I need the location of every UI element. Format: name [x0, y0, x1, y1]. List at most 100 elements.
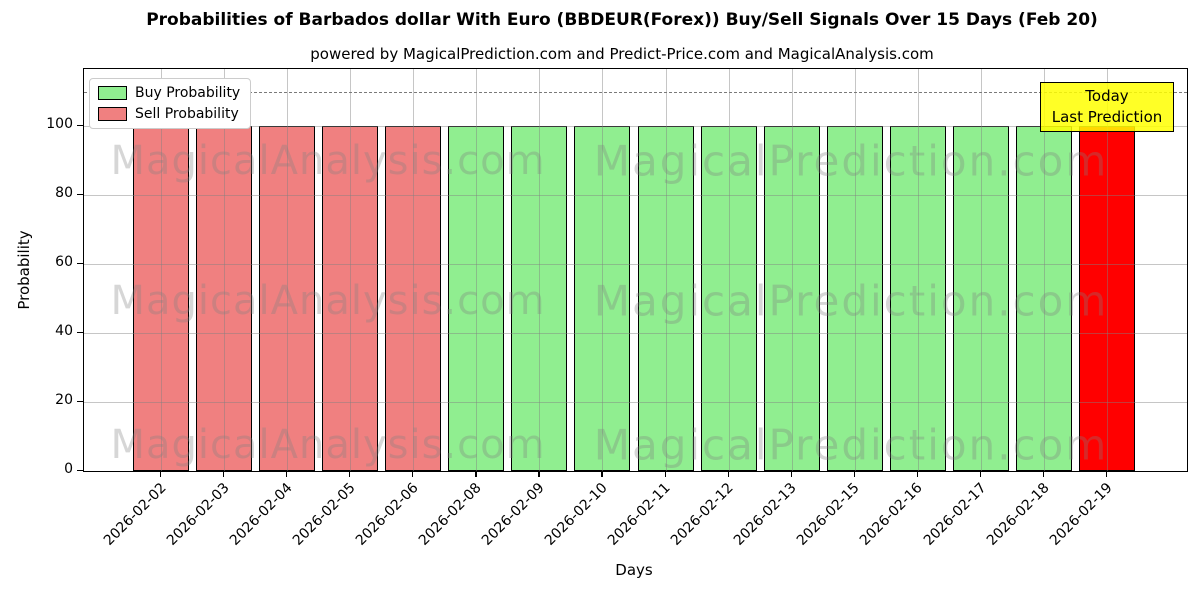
x-axis-tick	[160, 471, 162, 477]
x-axis-tick	[979, 471, 982, 477]
x-tick-label: 2026-02-08	[415, 480, 485, 549]
horizontal-gridline	[84, 195, 1187, 197]
x-axis-tick	[538, 471, 540, 477]
vertical-gridline	[287, 69, 289, 471]
today-annotation-line2: Last Prediction	[1051, 108, 1163, 126]
y-axis-tick	[77, 332, 83, 334]
vertical-gridline	[980, 69, 982, 471]
vertical-gridline	[917, 69, 919, 471]
y-tick-label: 20	[55, 392, 73, 409]
y-tick-label: 80	[55, 185, 73, 202]
x-axis-tick	[601, 471, 603, 477]
horizontal-gridline	[84, 402, 1187, 404]
x-tick-label: 2026-02-04	[226, 480, 296, 549]
x-axis-tick	[727, 471, 729, 477]
legend-label-buy: Buy Probability	[135, 85, 241, 101]
watermark-text: MagicalAnalysis.com	[110, 422, 546, 468]
bar-2026-02-05	[322, 126, 379, 471]
horizontal-gridline	[84, 264, 1187, 266]
y-tick-label: 100	[46, 116, 73, 133]
bar-2026-02-06	[385, 126, 442, 471]
x-axis-tick	[412, 471, 414, 477]
y-tick-label: 40	[55, 323, 73, 340]
watermark-text: MagicalPrediction.com	[593, 136, 1109, 186]
y-axis-tick	[77, 401, 83, 403]
x-tick-label: 2026-02-05	[289, 480, 359, 549]
chart-subtitle: powered by MagicalPrediction.com and Pre…	[310, 45, 934, 63]
x-tick-label: 2026-02-13	[731, 480, 800, 549]
x-tick-label: 2026-02-18	[983, 480, 1053, 549]
bar-2026-02-15	[826, 126, 883, 471]
bar-2026-02-04	[259, 126, 316, 471]
bar-2026-02-13	[763, 126, 820, 471]
x-tick-label: 2026-02-10	[541, 480, 611, 549]
y-axis-label: Probability	[15, 230, 33, 310]
x-axis-tick	[349, 471, 351, 477]
chart-title: Probabilities of Barbados dollar With Eu…	[146, 10, 1098, 30]
x-tick-label: 2026-02-19	[1046, 480, 1116, 549]
x-axis-tick	[790, 471, 792, 477]
bar-2026-02-03	[196, 126, 253, 471]
vertical-gridline	[476, 69, 478, 471]
x-tick-label: 2026-02-15	[794, 480, 864, 549]
bar-2026-02-16	[889, 126, 946, 471]
bar-2026-02-09	[511, 126, 568, 471]
x-axis-tick	[286, 471, 288, 477]
vertical-gridline	[224, 69, 226, 471]
legend-label-sell: Sell Probability	[135, 106, 239, 122]
x-axis-tick	[916, 471, 918, 477]
watermark-text: MagicalAnalysis.com	[110, 278, 546, 324]
y-axis-tick	[77, 263, 83, 265]
x-axis-tick	[1042, 471, 1045, 477]
buy-swatch-icon	[98, 86, 127, 100]
vertical-gridline	[602, 69, 604, 471]
x-axis-tick	[853, 471, 855, 477]
vertical-gridline	[791, 69, 793, 471]
x-axis-label: Days	[615, 561, 653, 579]
watermark-text: MagicalAnalysis.com	[110, 138, 546, 184]
vertical-gridline	[350, 69, 352, 471]
y-tick-label: 60	[55, 254, 73, 271]
horizontal-gridline	[84, 126, 1187, 128]
x-tick-label: 2026-02-17	[920, 480, 990, 549]
legend-item-sell: Sell Probability	[98, 106, 240, 122]
y-axis-tick	[77, 470, 83, 472]
x-tick-label: 2026-02-11	[605, 480, 674, 549]
x-tick-label: 2026-02-06	[352, 480, 422, 549]
bar-2026-02-10	[574, 126, 631, 471]
watermark-text: MagicalPrediction.com	[593, 276, 1109, 326]
bar-2026-02-12	[700, 126, 757, 471]
vertical-gridline	[665, 69, 667, 471]
horizontal-gridline	[84, 333, 1187, 335]
plot-area: MagicalAnalysis.com MagicalPrediction.com…	[83, 68, 1188, 472]
x-tick-label: 2026-02-16	[857, 480, 927, 549]
vertical-gridline	[728, 69, 730, 471]
y-axis-tick	[77, 194, 83, 196]
bar-2026-02-02	[133, 126, 189, 471]
vertical-gridline	[1107, 69, 1108, 471]
x-tick-label: 2026-02-02	[100, 480, 170, 549]
dashed-threshold-line	[84, 91, 1187, 93]
today-annotation: Today Last Prediction	[1040, 82, 1174, 132]
x-axis-tick	[664, 471, 666, 477]
x-tick-label: 2026-02-03	[163, 480, 233, 549]
x-tick-label: 2026-02-12	[668, 480, 737, 549]
y-axis-tick	[77, 125, 83, 127]
x-axis-tick	[1106, 471, 1108, 477]
x-tick-label: 2026-02-09	[478, 480, 548, 549]
today-annotation-line1: Today	[1085, 87, 1129, 105]
watermark-text: MagicalPrediction.com	[593, 420, 1109, 470]
vertical-gridline	[413, 69, 415, 471]
legend-item-buy: Buy Probability	[98, 85, 240, 101]
y-tick-label: 0	[64, 461, 73, 477]
bar-2026-02-08	[448, 126, 505, 471]
bar-2026-02-17	[952, 126, 1009, 471]
bar-2026-02-11	[637, 126, 694, 471]
vertical-gridline	[1043, 69, 1045, 471]
x-axis-tick	[475, 471, 477, 477]
x-axis-tick	[223, 471, 225, 477]
vertical-gridline	[854, 69, 856, 471]
sell-swatch-icon	[98, 107, 127, 121]
vertical-gridline	[161, 69, 162, 471]
